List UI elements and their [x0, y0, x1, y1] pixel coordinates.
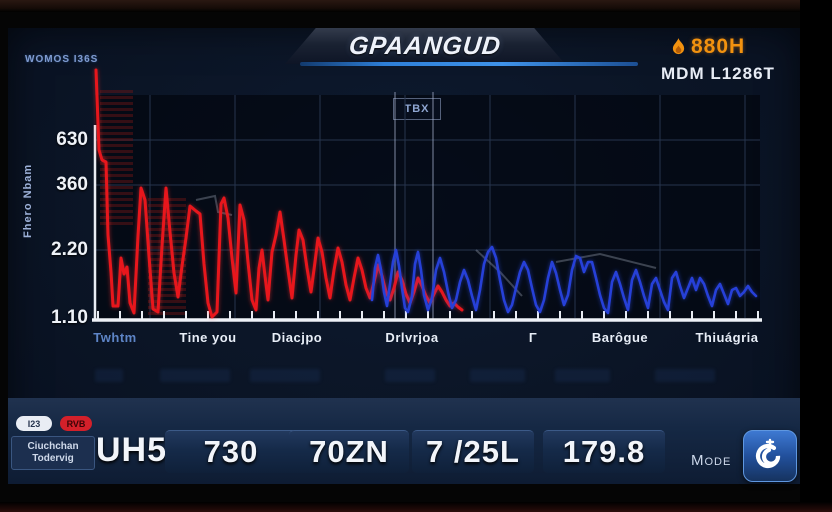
ghost-text: [655, 369, 715, 382]
x-tick-4: Γ: [528, 330, 538, 345]
chart-plot-area[interactable]: [95, 95, 760, 320]
source-line-2: Todervig: [32, 453, 74, 464]
energy-value: 880H: [691, 35, 746, 58]
x-tick-6: Thiuágria: [695, 330, 759, 345]
y-tick-110: 1.10: [51, 307, 88, 328]
bezel-top: [0, 0, 832, 12]
y-axis-title: Fhero Nbam: [22, 163, 34, 238]
y-tick-630: 630: [56, 129, 88, 150]
energy-readout: 880H: [671, 35, 745, 59]
readout-box-0: 730: [165, 430, 297, 473]
x-tick-2: Diacjpo: [271, 330, 323, 345]
mode-label: Mode: [691, 452, 732, 469]
readout-box-2: 7 /25L: [412, 430, 534, 473]
x-tick-1: Tine you: [179, 330, 237, 345]
readout-box-3: 179.8: [543, 430, 665, 473]
ghost-text: [555, 369, 610, 382]
ghost-text: [250, 369, 320, 382]
model-number: MDM L1286T: [661, 64, 775, 83]
page-title: GPAANGUD: [347, 31, 503, 60]
x-tick-5: Barôgue: [591, 330, 649, 345]
device-screen: WOMOS I36S GPAANGUD 880H MDM L1286T 630 …: [8, 28, 800, 484]
readout-plain: UH5: [96, 431, 168, 469]
y-tick-360: 360: [56, 174, 88, 195]
ghost-text: [95, 369, 123, 382]
spiral-icon: [755, 438, 781, 469]
cursor-label[interactable]: TBX: [393, 98, 441, 120]
x-tick-3: Drlvrjoa: [385, 330, 439, 345]
ghost-text: [385, 369, 435, 382]
readout-box-1: 70ZN: [289, 430, 409, 473]
status-badge-right: RVB: [60, 416, 92, 431]
bezel-bottom: [0, 502, 832, 512]
title-underline: [300, 62, 638, 66]
bezel-right: [800, 0, 832, 512]
device-label: WOMOS I36S: [25, 54, 99, 65]
y-tick-220: 2.20: [51, 239, 88, 260]
source-line-1: Ciuchchan: [27, 441, 79, 452]
x-tick-0: Twhtm: [93, 330, 137, 345]
ghost-text: [470, 369, 525, 382]
status-badge-left: I23: [16, 416, 52, 431]
flame-icon: [672, 37, 685, 54]
mode-button[interactable]: [743, 430, 797, 482]
title-banner: GPAANGUD: [285, 28, 565, 64]
ghost-text: [160, 369, 230, 382]
source-label-box: Ciuchchan Todervig: [11, 436, 95, 470]
